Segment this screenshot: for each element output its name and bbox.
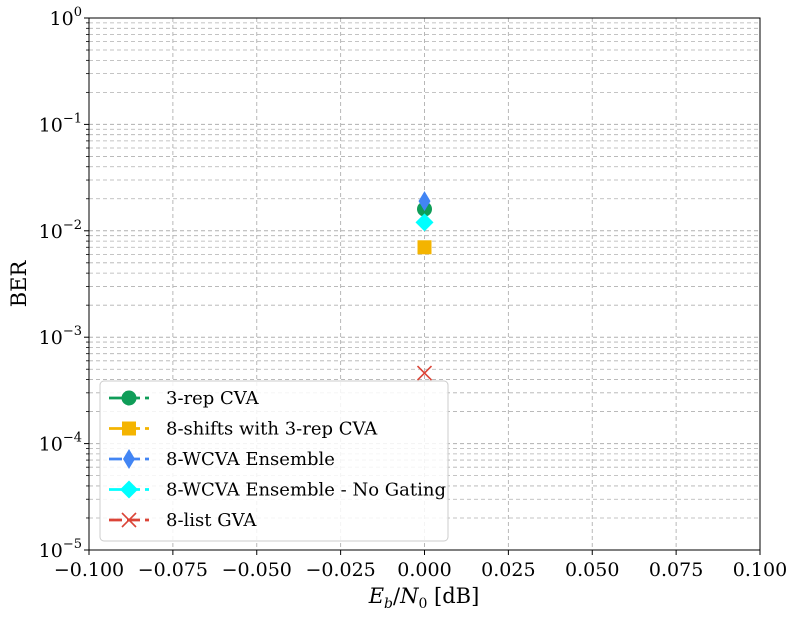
legend-label: 8-shifts with 3-rep CVA [166,419,378,440]
legend-frame [99,380,449,542]
data-point [417,240,432,255]
x-tick-label: 0.000 [397,559,451,581]
square-marker [417,240,432,255]
legend-item: 3-rep CVA [109,388,260,409]
square-marker [122,421,136,436]
x-tick-label: −0.100 [54,559,124,581]
legend-item: 8-WCVA Ensemble - No Gating [109,480,446,501]
y-axis-ticks: 10−5 10−4 10−3 10−2 10−1 100 [39,5,89,562]
x-tick-label: 0.025 [481,559,535,581]
y-tick-label: 100 [50,5,82,30]
legend-marker [121,390,137,406]
legend-label: 8-list GVA [166,510,257,531]
x-tick-label: −0.075 [138,559,208,581]
y-tick-label: 10−2 [39,218,82,243]
x-marker-stroke [416,365,433,381]
data-point [418,191,431,212]
y-axis-label: BER [7,260,31,308]
x-tick-label: 0.100 [733,559,787,581]
chart-legend: 3-rep CVA 8-shifts with 3-rep CVA 8-WCVA E… [99,380,449,542]
y-tick-label: 10−4 [39,431,82,456]
y-tick-label: 10−3 [39,324,82,349]
x-tick-label: −0.025 [305,559,375,581]
x-tick-label: −0.050 [222,559,292,581]
diamond-marker [415,213,434,232]
thin-diamond-marker [123,449,135,469]
legend-marker [122,421,136,436]
legend-label: 3-rep CVA [166,388,260,409]
x-marker-stroke [121,512,137,528]
data-point [415,213,434,232]
legend-marker [121,512,137,528]
x-tick-label: 0.050 [565,559,619,581]
data-point [416,365,433,381]
x-tick-label: 0.075 [649,559,703,581]
x-axis-ticks: −0.100 −0.075 −0.050 −0.025 0.000 0.025 0.050 0… [54,550,787,581]
legend-marker [120,480,138,499]
x-axis-label: Eb/N0 [dB] [368,584,480,612]
legend-label: 8-WCVA Ensemble - No Gating [166,480,446,501]
legend-label: 8-WCVA Ensemble [166,449,335,470]
thin-diamond-marker [418,191,431,212]
legend-item: 8-shifts with 3-rep CVA [109,419,378,440]
legend-item: 8-list GVA [109,510,257,531]
legend-item: 8-WCVA Ensemble [109,449,335,470]
circle-marker [121,390,137,406]
y-tick-label: 10−1 [39,111,82,136]
data-points [415,191,434,381]
y-tick-label: 10−5 [39,537,82,562]
legend-marker [123,449,135,469]
diamond-marker [120,480,138,499]
